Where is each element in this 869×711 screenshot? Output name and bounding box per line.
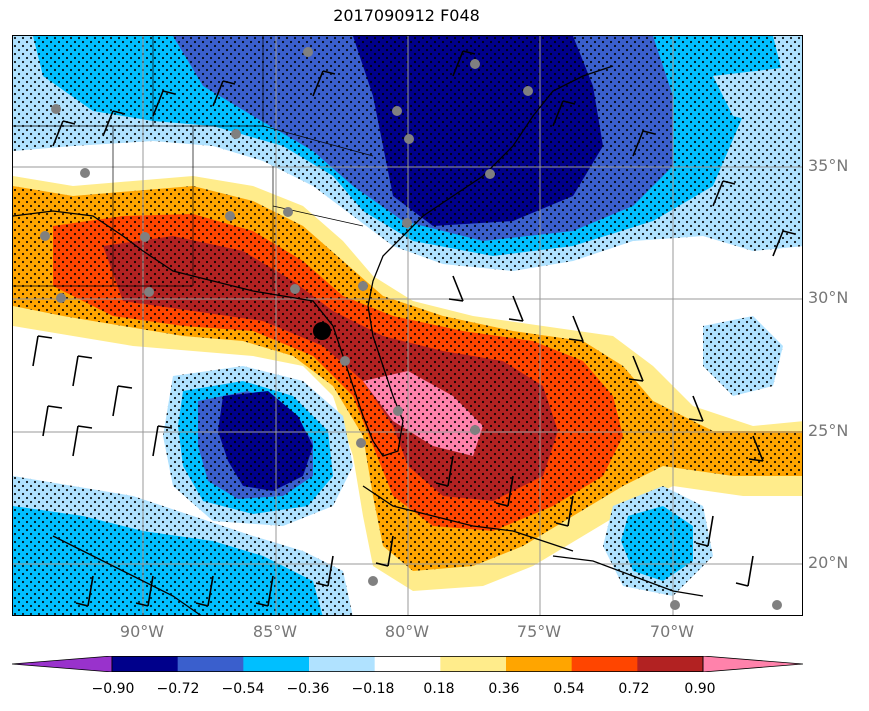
- colorbar-segment: [112, 656, 179, 672]
- colorbar-segment: [440, 656, 507, 672]
- lon-label-80w: 80°W: [384, 622, 430, 641]
- colorbar-tick: −0.54: [221, 681, 265, 697]
- lat-label-35n: 35°N: [808, 156, 849, 175]
- colorbar-segment: [571, 656, 638, 672]
- colorbar-tick: −0.36: [286, 681, 330, 697]
- graticule: [13, 36, 802, 615]
- colorbar-tick: −0.18: [351, 681, 395, 697]
- wind-barbs: [32, 50, 796, 607]
- southwest-negative-anomaly: [13, 476, 353, 615]
- caribbean-negative-anomaly: [603, 316, 783, 596]
- map-title: 2017090912 F048: [333, 6, 480, 25]
- state-borders: [13, 36, 374, 291]
- lon-label-85w: 85°W: [252, 622, 298, 641]
- lat-label-30n: 30°N: [808, 288, 849, 307]
- lat-label-25n: 25°N: [808, 421, 849, 440]
- colorbar-tick: −0.72: [156, 681, 200, 697]
- colorbar-segment: [309, 656, 376, 672]
- station-markers: [40, 47, 782, 610]
- colorbar-segment: [177, 656, 244, 672]
- lat-label-20n: 20°N: [808, 553, 849, 572]
- storm-center-marker: [313, 322, 331, 340]
- coastlines: [13, 65, 704, 615]
- colorbar-extend-max: [702, 656, 803, 672]
- colorbar-tick: 0.72: [618, 681, 650, 697]
- colorbar-segment: [506, 656, 573, 672]
- map-panel: [12, 35, 803, 616]
- lon-label-75w: 75°W: [516, 622, 562, 641]
- colorbar-tick: 0.54: [553, 681, 585, 697]
- colorbar-segment: [243, 656, 310, 672]
- colorbar-segment: [374, 656, 441, 672]
- colorbar-tick: −0.90: [91, 681, 135, 697]
- colorbar-extend-min: [12, 656, 113, 672]
- colorbar-tick: 0.90: [684, 681, 716, 697]
- colorbar-tick: 0.36: [488, 681, 520, 697]
- colorbar-segment: [637, 656, 704, 672]
- map-canvas: [13, 36, 802, 615]
- lon-label-90w: 90°W: [119, 622, 165, 641]
- lon-label-70w: 70°W: [649, 622, 695, 641]
- colorbar-tick: 0.18: [423, 681, 455, 697]
- colorbar-frame: [111, 656, 704, 672]
- colorbar-segments: [12, 656, 803, 672]
- colorbar: [12, 656, 803, 672]
- gulf-negative-anomaly: [163, 366, 353, 526]
